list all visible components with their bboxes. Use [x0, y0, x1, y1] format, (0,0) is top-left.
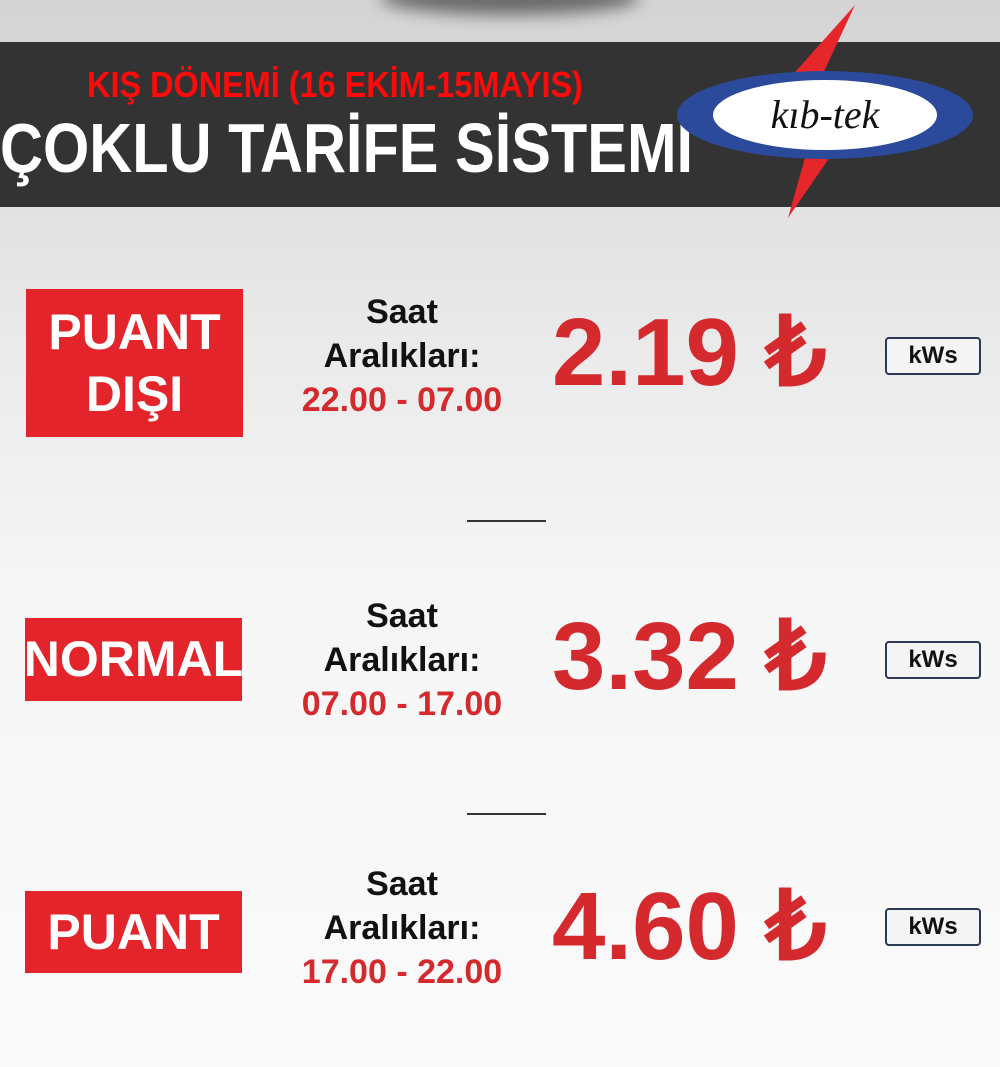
divider	[467, 520, 546, 522]
saat-label: Saat	[366, 865, 438, 903]
araliklar-label: Aralıkları:	[323, 337, 481, 375]
araliklar-label: Aralıkları:	[323, 641, 481, 679]
tariff-label-puant: PUANT	[25, 891, 242, 973]
price: 4.60 ₺	[552, 873, 827, 980]
kibtek-logo: kıb-tek	[677, 5, 973, 218]
unit-badge: kWs	[885, 337, 981, 375]
page-title: ÇOKLU TARİFE SİSTEMİ	[0, 109, 694, 187]
unit-badge: kWs	[885, 641, 981, 679]
time-range: 17.00 - 22.00	[301, 953, 503, 991]
logo-text: kıb-tek	[771, 92, 881, 137]
saat-label: Saat	[366, 597, 438, 635]
background-blur	[380, 0, 640, 15]
season-subtitle: KIŞ DÖNEMİ (16 EKİM-15MAYIS)	[87, 64, 583, 105]
time-range: 07.00 - 17.00	[301, 685, 503, 723]
time-range-block: Saat Aralıkları: 22.00 - 07.00	[272, 290, 532, 422]
tariff-label-normal: NORMAL	[24, 618, 243, 701]
saat-label: Saat	[366, 293, 438, 331]
price: 2.19 ₺	[552, 299, 827, 406]
tariff-label-puant-disi: PUANT DIŞI	[26, 289, 243, 437]
label-line: PUANT	[48, 303, 221, 360]
divider	[467, 813, 546, 815]
unit-badge: kWs	[885, 908, 981, 946]
time-range-block: Saat Aralıkları: 17.00 - 22.00	[272, 862, 532, 994]
time-range: 22.00 - 07.00	[301, 381, 503, 419]
label-line: DIŞI	[85, 366, 184, 422]
price: 3.32 ₺	[552, 603, 827, 710]
araliklar-label: Aralıkları:	[323, 909, 481, 947]
time-range-block: Saat Aralıkları: 07.00 - 17.00	[272, 594, 532, 726]
